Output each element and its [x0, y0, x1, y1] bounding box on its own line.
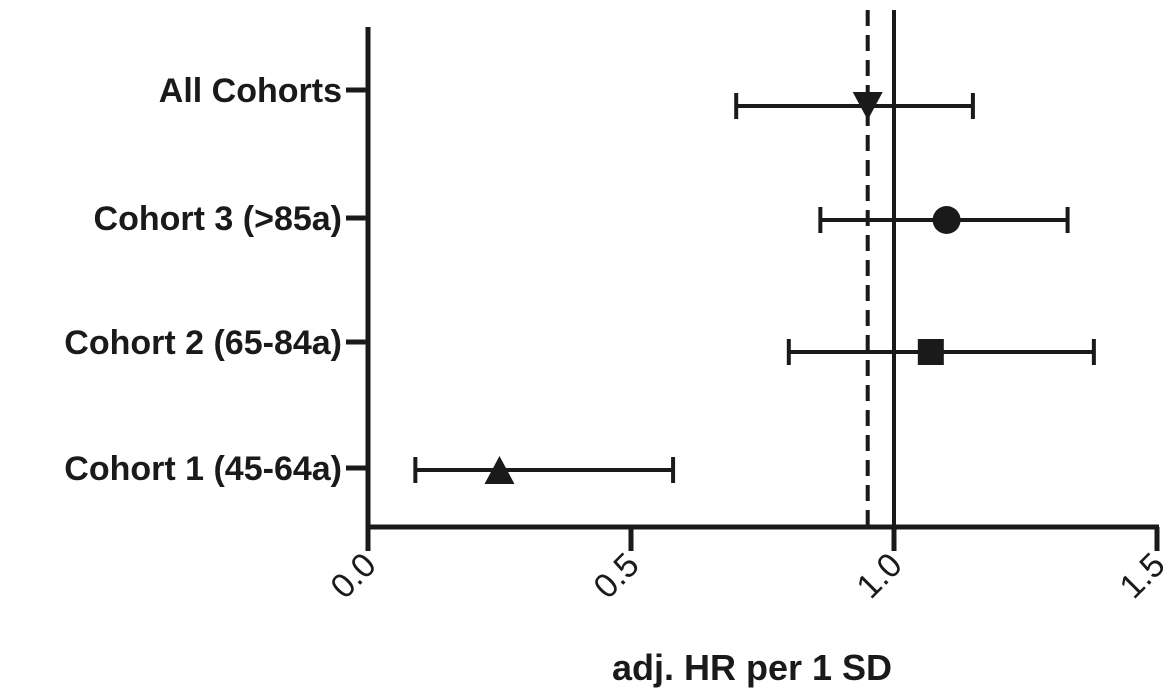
estimate-marker-circle [932, 206, 961, 234]
axes [365, 27, 1159, 530]
data-point-group [734, 92, 975, 120]
x-tick-label: 1.5 [1112, 546, 1163, 606]
y-ticks: All Cohorts Cohort 3 (>85a) Cohort 2 (65-8… [64, 72, 368, 488]
estimate-marker-triangle-down [852, 92, 883, 120]
estimate-marker-triangle-up [484, 456, 515, 484]
data-point-group [413, 456, 676, 484]
reference-lines [865, 10, 896, 527]
x-axis-title: adj. HR per 1 SD [612, 647, 892, 688]
y-tick-label: Cohort 3 (>85a) [94, 200, 342, 238]
estimate-marker-square [917, 339, 944, 365]
data-points [413, 92, 1096, 484]
x-tick-label: 1.0 [849, 546, 909, 606]
data-point-group [786, 339, 1096, 365]
x-tick-label: 0.5 [586, 546, 646, 606]
y-tick-label: Cohort 1 (45-64a) [64, 450, 342, 488]
y-tick-label: Cohort 2 (65-84a) [64, 324, 342, 362]
y-tick-label: All Cohorts [159, 72, 342, 110]
x-ticks: 0.0 0.5 1.0 1.5 [323, 527, 1163, 606]
data-point-group [818, 206, 1070, 234]
x-tick-label: 0.0 [323, 546, 383, 606]
